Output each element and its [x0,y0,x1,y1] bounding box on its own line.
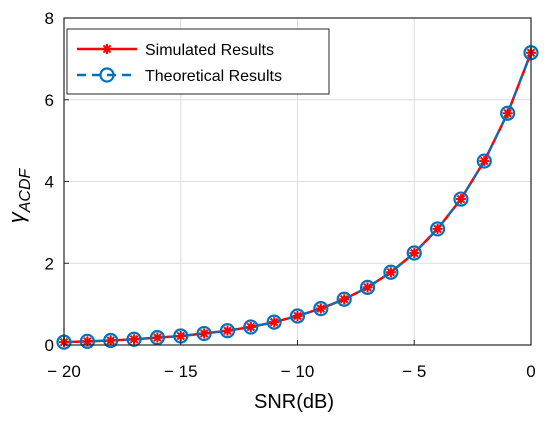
point-theoretical [500,105,516,121]
asterisk-stroke [503,108,512,118]
point-theoretical [476,153,492,169]
legend-entry-simulated: Simulated Results [77,42,274,59]
point-theoretical [430,221,446,237]
point-simulated [502,108,513,119]
point-simulated [432,223,443,234]
point-simulated [175,331,186,342]
point-simulated [385,267,396,278]
y-axis-label: γACDF [4,168,34,224]
legend-circle [99,67,115,83]
point-simulated [479,156,490,167]
legend-simulated-marker [102,44,112,54]
point-theoretical [383,264,399,280]
asterisk-stroke [176,331,185,341]
point-theoretical [289,308,306,324]
asterisk-stroke [129,335,139,344]
point-simulated [269,317,280,328]
y-tick-label: 8 [45,9,54,28]
asterisk-stroke [293,311,302,321]
y-tick-label: 2 [45,254,54,273]
y-axis-label-subscript: ACDF [17,168,34,214]
series-line-theoretical [63,52,533,344]
point-theoretical [149,330,165,346]
asterisk-stroke [386,267,396,277]
point-theoretical [243,319,259,335]
point-theoretical [453,191,469,207]
point-simulated [409,248,420,259]
y-tick-label: 0 [45,336,54,355]
point-theoretical [266,314,282,330]
point-simulated [455,194,466,205]
point-theoretical [359,279,376,295]
ticks: − 20 − 15 − 10 − 5 0 0 2 4 6 8 [45,9,536,381]
y-axis-label-symbol: γ [4,210,29,223]
x-tick-label: 0 [526,362,535,381]
point-simulated [339,294,350,305]
legend-simulated-label: Simulated Results [145,42,274,59]
point-theoretical [336,291,352,307]
point-theoretical [126,331,142,347]
asterisk-stroke [269,317,279,327]
legend-theoretical-label: Theoretical Results [145,68,282,85]
y-tick-label: 6 [45,91,54,110]
asterisk-stroke [316,304,326,313]
asterisk-stroke [223,326,232,335]
point-simulated [152,332,163,343]
legend-asterisk [102,44,112,54]
asterisk-stroke [410,248,419,258]
point-simulated [292,310,303,321]
point-theoretical [313,301,329,317]
asterisk-stroke [83,337,92,346]
asterisk-stroke [102,44,112,54]
asterisk-stroke [246,322,256,332]
point-simulated [245,322,256,333]
x-tick-label: − 5 [402,362,426,381]
y-tick-label: 4 [45,173,54,192]
x-tick-label: − 20 [47,362,81,381]
x-axis-label: SNR(dB) [254,391,334,413]
asterisk-stroke [480,156,489,166]
x-tick-label: − 15 [164,362,198,381]
asterisk-stroke [153,333,162,342]
asterisk-stroke [339,294,349,304]
point-simulated [199,328,210,339]
legend: Simulated Results Theoretical Results [66,28,330,95]
legend-theoretical-marker [99,67,115,83]
asterisk-stroke [433,224,442,234]
point-theoretical [219,323,236,339]
point-simulated [129,334,140,345]
asterisk-stroke [363,283,372,292]
point-theoretical [103,332,119,349]
asterisk-stroke [456,194,466,204]
point-theoretical [406,245,422,261]
asterisk-stroke [106,336,115,345]
point-simulated [222,325,233,336]
legend-box [66,28,330,95]
point-simulated [362,282,373,293]
point-theoretical [196,325,212,342]
asterisk-stroke [199,329,209,338]
legend-entry-theoretical: Theoretical Results [77,67,282,85]
point-simulated [315,303,326,314]
point-simulated [105,335,116,346]
x-tick-label: − 10 [281,362,315,381]
point-theoretical [79,333,95,349]
